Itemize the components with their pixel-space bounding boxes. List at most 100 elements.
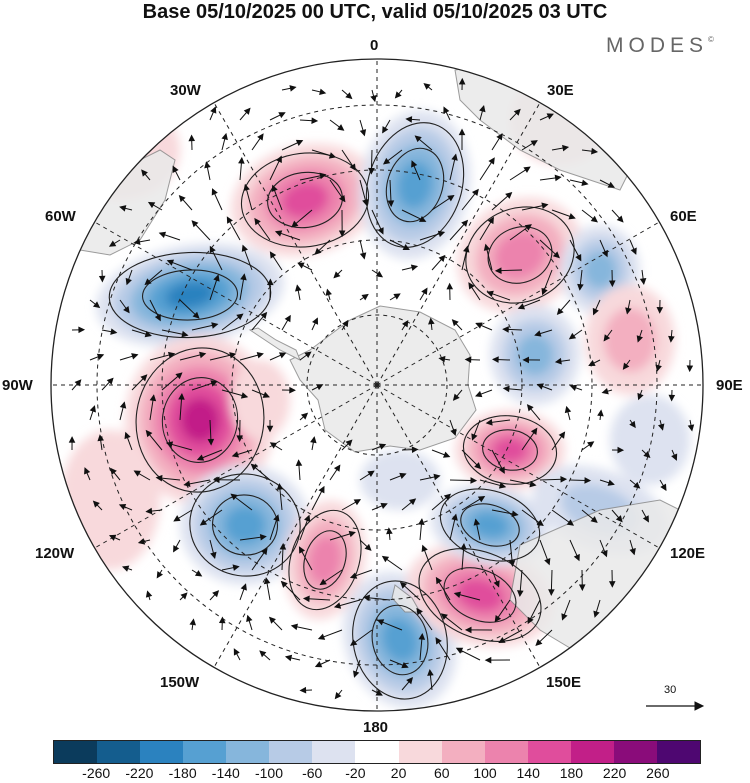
wind-vector-head	[218, 616, 226, 624]
wind-vector-head	[577, 283, 584, 291]
wind-vector-head	[418, 215, 427, 222]
wind-vector-head	[333, 271, 341, 279]
wind-vector-head	[363, 594, 370, 602]
wind-vector-head	[541, 287, 548, 296]
wind-vector-head	[119, 205, 127, 212]
wind-vector-head	[183, 480, 191, 488]
anomaly-shade	[397, 161, 433, 209]
wind-vector-head	[106, 377, 114, 385]
wind-vector-head	[108, 240, 117, 247]
wind-vector-head	[668, 335, 675, 343]
wind-vector-head	[603, 334, 611, 342]
wind-vector-head	[380, 502, 388, 510]
wind-vector-head	[147, 201, 156, 209]
wind-vector-head	[455, 647, 464, 654]
label-lon-30w: 30W	[170, 82, 201, 99]
wind-vector-head	[541, 202, 549, 209]
wind-vector-head	[118, 503, 127, 511]
wind-vector-head	[240, 583, 247, 591]
wind-vector-head	[319, 578, 327, 586]
wind-vector-head	[231, 451, 240, 458]
wind-vector-head	[410, 264, 419, 271]
wind-vector-head	[229, 352, 237, 359]
wind-vector-head	[180, 592, 188, 600]
wind-vector-head	[350, 639, 358, 646]
wind-vector-head	[508, 560, 516, 567]
wind-vector-head	[145, 429, 153, 438]
wind-vector-head	[438, 254, 446, 262]
anomaly-shade	[471, 512, 509, 538]
colorbar-tick-label: 220	[602, 765, 627, 781]
wind-vector-head	[370, 94, 377, 103]
wind-vector-head	[387, 200, 395, 208]
wind-vector-head	[290, 623, 298, 631]
wind-vector-head	[181, 330, 189, 338]
wind-vector-head	[298, 546, 306, 554]
wind-vector-head	[256, 352, 264, 359]
wind-vector-head	[211, 322, 219, 329]
wind-vector-head	[154, 313, 161, 322]
wind-vector-head	[137, 538, 146, 545]
wind-vector-head	[304, 514, 311, 522]
wind-vector-head	[210, 106, 217, 114]
wind-vector-head	[221, 132, 228, 141]
wind-vector-head	[484, 656, 492, 664]
wind-vector-head	[405, 116, 413, 123]
wind-vector-head	[496, 133, 503, 141]
wind-vector-head	[156, 571, 164, 579]
wind-vector-head	[275, 155, 282, 163]
wind-vector-head	[411, 160, 418, 168]
wind-vector-head	[232, 564, 240, 571]
wind-vector-head	[588, 360, 596, 366]
wind-vector-head	[382, 157, 391, 165]
wind-vector-head	[564, 405, 572, 414]
wind-vector-head	[458, 77, 466, 85]
wind-vector-head	[361, 293, 369, 301]
wind-vector-head	[278, 352, 287, 359]
wind-vector-head	[314, 661, 323, 668]
label-lon-180: 180	[363, 719, 389, 736]
colorbar-swatch	[441, 741, 485, 763]
colorbar-tick-label: -140	[211, 765, 240, 781]
wind-vector-head	[642, 515, 649, 523]
wind-vector-head	[637, 392, 644, 401]
wind-vector-head	[671, 453, 678, 461]
wind-vector-head	[527, 616, 534, 625]
wind-vector-head	[530, 427, 538, 435]
wind-vector-head	[477, 495, 486, 503]
map-title: Base 05/10/2025 00 UTC, valid 05/10/2025…	[142, 1, 608, 23]
wind-vector-head	[97, 434, 104, 442]
wind-vector-head	[367, 470, 375, 477]
wind-vector-head	[304, 351, 312, 359]
label-lon-90w: 90W	[2, 377, 33, 394]
wind-vector-head	[498, 466, 505, 474]
wind-vector-head	[74, 379, 82, 387]
wind-vector-head	[523, 166, 531, 173]
wind-vector-head	[333, 464, 341, 472]
wind-vector-head	[399, 581, 408, 589]
wind-vector-head	[451, 513, 458, 521]
latitude-circle	[306, 314, 448, 456]
wind-vector-head	[266, 278, 274, 286]
wind-vector-head	[173, 545, 180, 553]
wind-vector-head	[517, 303, 526, 310]
wind-vector-head	[241, 244, 248, 252]
wind-vector-head	[554, 174, 562, 182]
colorbar-swatch	[613, 741, 657, 763]
wind-vector-head	[655, 364, 662, 372]
colorbar-tick-label: -180	[168, 765, 197, 781]
colorbar-swatch	[570, 741, 614, 763]
label-lon-120e: 120E	[670, 545, 706, 562]
wind-vector-head	[194, 570, 203, 577]
reference-vector-label: 30	[664, 684, 677, 696]
wind-vector-head	[633, 481, 641, 489]
wind-vector-head	[534, 330, 542, 337]
wind-vector-head	[617, 446, 625, 454]
meridian-line	[376, 221, 660, 386]
wind-vector-head	[464, 356, 472, 363]
wind-vector-head	[381, 555, 390, 563]
height-contour	[462, 415, 558, 485]
anomaly-shade	[60, 430, 160, 570]
anomaly-shade	[381, 618, 419, 662]
wind-vector-head	[573, 553, 580, 562]
